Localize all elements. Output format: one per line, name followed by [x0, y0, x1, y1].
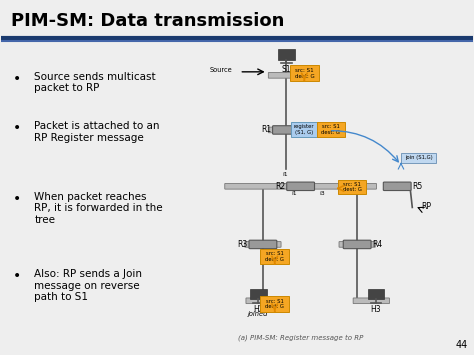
FancyBboxPatch shape [383, 182, 411, 191]
FancyBboxPatch shape [339, 242, 375, 247]
Text: •: • [13, 121, 21, 135]
Text: R1: R1 [261, 125, 271, 135]
Text: src: S1
dest: G: src: S1 dest: G [265, 299, 284, 309]
Text: PIM-SM: Data transmission: PIM-SM: Data transmission [11, 12, 284, 30]
FancyBboxPatch shape [268, 127, 305, 133]
Text: Packet is attached to an
RP Register message: Packet is attached to an RP Register mes… [35, 121, 160, 143]
Text: src: S1
dest: G: src: S1 dest: G [343, 182, 361, 192]
Text: i3: i3 [319, 191, 325, 196]
Text: S1: S1 [282, 65, 291, 75]
FancyBboxPatch shape [225, 184, 376, 189]
FancyBboxPatch shape [317, 122, 345, 137]
Text: i1: i1 [283, 172, 288, 177]
Text: src: S1
dest: G: src: S1 dest: G [294, 68, 314, 79]
FancyBboxPatch shape [250, 289, 267, 299]
FancyBboxPatch shape [260, 296, 289, 312]
FancyBboxPatch shape [367, 289, 384, 299]
Text: H2: H2 [253, 305, 264, 314]
Text: Also: RP sends a Join
message on reverse
path to S1: Also: RP sends a Join message on reverse… [35, 269, 142, 302]
Text: •: • [13, 192, 21, 206]
FancyBboxPatch shape [287, 182, 315, 191]
Text: R4: R4 [373, 240, 383, 249]
Text: R5: R5 [412, 182, 423, 191]
Text: Source: Source [210, 67, 232, 73]
Text: RP: RP [422, 202, 432, 211]
Text: joined: joined [248, 311, 268, 317]
Text: H3: H3 [371, 305, 381, 314]
Text: •: • [13, 72, 21, 86]
Text: i1: i1 [291, 191, 297, 196]
Text: join (S1,G): join (S1,G) [405, 155, 433, 160]
FancyBboxPatch shape [290, 65, 319, 81]
Text: When packet reaches
RP, it is forwarded in the
tree: When packet reaches RP, it is forwarded … [35, 192, 163, 225]
Text: R3: R3 [237, 240, 247, 249]
Text: 44: 44 [456, 340, 468, 350]
FancyBboxPatch shape [273, 126, 301, 134]
FancyBboxPatch shape [246, 298, 284, 304]
FancyBboxPatch shape [278, 49, 295, 60]
FancyBboxPatch shape [353, 298, 390, 304]
Text: (a) PIM-SM: Register message to RP: (a) PIM-SM: Register message to RP [238, 335, 363, 341]
Text: R2: R2 [275, 182, 285, 191]
FancyBboxPatch shape [291, 122, 318, 137]
FancyBboxPatch shape [245, 242, 281, 247]
Text: src: S1
dest: G: src: S1 dest: G [321, 124, 340, 135]
Text: •: • [13, 269, 21, 283]
FancyBboxPatch shape [268, 72, 305, 78]
FancyBboxPatch shape [249, 240, 277, 248]
FancyBboxPatch shape [401, 153, 437, 163]
Text: register
(S1, G): register (S1, G) [294, 124, 314, 135]
Text: Source sends multicast
packet to RP: Source sends multicast packet to RP [35, 72, 156, 93]
FancyBboxPatch shape [343, 240, 371, 248]
Text: src: S1
dest: G: src: S1 dest: G [265, 251, 284, 262]
FancyBboxPatch shape [338, 180, 366, 195]
FancyBboxPatch shape [260, 248, 289, 264]
